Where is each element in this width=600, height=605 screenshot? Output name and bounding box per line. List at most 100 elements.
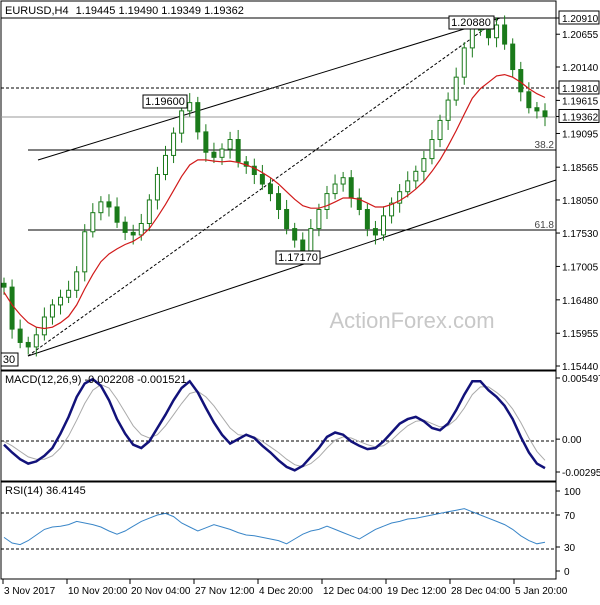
candle (292, 222, 298, 248)
price-tick: 1.18565 (556, 163, 599, 174)
price-tick: 1.20655 (556, 30, 599, 41)
price-tick: 1.15440 (556, 362, 599, 373)
rsi-tick: 30 (556, 543, 576, 554)
svg-text:1.19615: 1.19615 (562, 96, 599, 107)
svg-text:20 Nov 04:00: 20 Nov 04:00 (131, 586, 191, 597)
candle (98, 196, 104, 221)
candle (437, 114, 443, 148)
svg-text:1.20140: 1.20140 (562, 63, 599, 74)
macd-tick: -0.002955 (556, 468, 600, 479)
candle (284, 199, 290, 235)
candle (154, 166, 160, 210)
candle (146, 194, 152, 232)
candle (235, 129, 241, 168)
svg-text:1.18565: 1.18565 (562, 163, 599, 174)
svg-text:3 Nov 2017: 3 Nov 2017 (4, 586, 56, 597)
candle (162, 145, 168, 181)
rsi-axis: 100 70 30 0 (556, 487, 581, 578)
price-tick: 1.19362 (556, 108, 600, 123)
price-tick: 1.17530 (556, 229, 599, 240)
svg-text:1.20910: 1.20910 (562, 14, 599, 25)
svg-text:1.19095: 1.19095 (562, 129, 599, 140)
candle (25, 336, 31, 355)
svg-text:10 Nov 20:00: 10 Nov 20:00 (68, 586, 128, 597)
candle (534, 101, 540, 119)
candle (171, 127, 177, 164)
candle (106, 194, 112, 217)
candle (421, 150, 427, 181)
candle (267, 178, 273, 202)
rsi-panel-frame (0, 481, 557, 580)
channel-dashed-line (27, 17, 501, 357)
svg-text:12 Dec 04:00: 12 Dec 04:00 (323, 586, 383, 597)
candle (405, 171, 411, 198)
svg-text:4 Dec 20:00: 4 Dec 20:00 (259, 586, 313, 597)
svg-text:1.17170: 1.17170 (278, 252, 318, 264)
svg-text:1.19362: 1.19362 (562, 112, 599, 123)
candle (276, 185, 282, 220)
candle (413, 165, 419, 189)
svg-text:1.19600: 1.19600 (145, 96, 185, 108)
candle (203, 124, 209, 162)
svg-text:100: 100 (564, 487, 581, 498)
price-tick: 1.20140 (556, 63, 599, 74)
price-tick: 1.18050 (556, 196, 599, 207)
candle (195, 96, 201, 140)
candle (17, 319, 23, 349)
candle (227, 131, 233, 159)
channel-lower-line (27, 179, 557, 357)
svg-text:1.17530: 1.17530 (562, 229, 599, 240)
svg-text:0.00: 0.00 (562, 435, 582, 446)
rsi-tick: 100 (556, 487, 581, 498)
candle (251, 158, 257, 185)
candle (66, 280, 72, 304)
watermark-text: ActionForex.com (329, 308, 494, 333)
time-tick: 10 Nov 20:00 (66, 579, 128, 597)
annotation-low-1: 1.17170 (275, 250, 321, 265)
candle (502, 15, 508, 50)
svg-text:70: 70 (564, 511, 576, 522)
candle (445, 92, 451, 130)
price-tick: 1.15955 (556, 329, 599, 340)
annotation-low-start: 30 (0, 352, 19, 367)
candle (453, 67, 459, 106)
candle (58, 289, 64, 315)
macd-tick: 0.00 (556, 435, 582, 446)
candle (114, 197, 120, 228)
candle (461, 42, 467, 85)
svg-text:1.19810: 1.19810 (562, 84, 599, 95)
svg-text:1.18050: 1.18050 (562, 196, 599, 207)
candle (510, 38, 516, 78)
candle (122, 216, 128, 241)
candle (494, 17, 500, 48)
svg-text:0.005497: 0.005497 (562, 374, 600, 385)
macd-signal-line (3, 384, 546, 468)
svg-text:1.15955: 1.15955 (562, 329, 599, 340)
svg-text:1.17005: 1.17005 (562, 262, 599, 273)
chart-title: EURUSD,H4 1.19445 1.19490 1.19349 1.1936… (5, 5, 244, 17)
candle (179, 103, 185, 143)
candle (90, 203, 96, 238)
candle (397, 184, 403, 213)
candle (82, 224, 88, 282)
time-tick: 27 Nov 12:00 (193, 579, 255, 597)
price-tick: 1.19615 (556, 96, 599, 107)
annotation-high-2: 1.20880 (448, 15, 495, 30)
svg-text:19 Dec 12:00: 19 Dec 12:00 (387, 586, 447, 597)
svg-text:1.20655: 1.20655 (562, 30, 599, 41)
channel-upper-line (37, 17, 501, 161)
price-tick: 1.17005 (556, 262, 599, 273)
macd-line (3, 377, 546, 472)
candle (1, 277, 7, 295)
candle (356, 188, 362, 216)
time-tick: 12 Dec 04:00 (321, 579, 383, 597)
price-tick: 1.19810 (556, 80, 600, 95)
annotation-high-1: 1.19600 (142, 94, 188, 109)
svg-text:27 Nov 12:00: 27 Nov 12:00 (195, 586, 255, 597)
svg-text:30: 30 (564, 543, 576, 554)
svg-text:28 Dec 04:00: 28 Dec 04:00 (451, 586, 511, 597)
svg-text:30: 30 (3, 354, 15, 366)
candle (542, 103, 548, 127)
